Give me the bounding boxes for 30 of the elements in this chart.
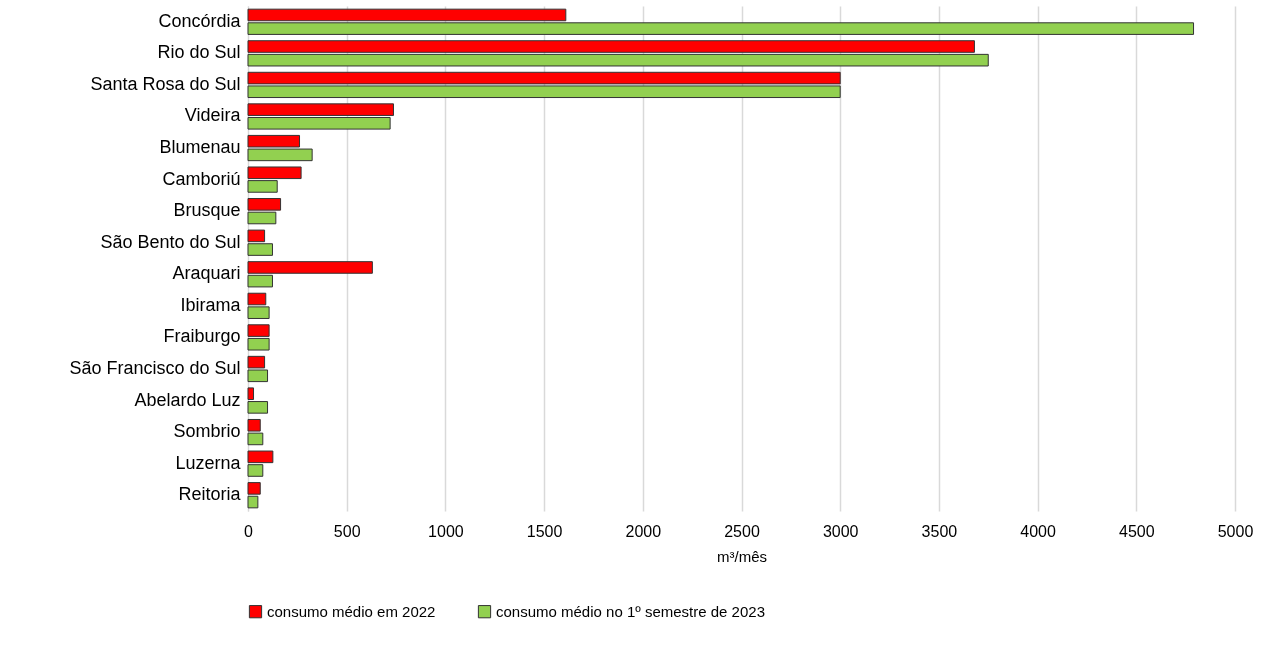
y-tick-label: São Francisco do Sul: [69, 357, 241, 378]
legend-label: consumo médio no 1º semestre de 2023: [496, 602, 765, 620]
x-tick-label: 1000: [428, 522, 464, 540]
y-tick-label: Ibirama: [180, 294, 242, 315]
x-axis-title: m³/mês: [717, 547, 767, 565]
x-tick-label: 5000: [1217, 522, 1254, 540]
legend-label: consumo médio em 2022: [267, 602, 436, 620]
y-tick-label: Videira: [184, 105, 242, 126]
y-tick-label: Luzerna: [175, 452, 242, 473]
x-tick-label: 4500: [1119, 522, 1155, 540]
y-tick-label: Concórdia: [158, 10, 242, 31]
x-tick-label: 2000: [625, 522, 662, 540]
x-tick-label: 0: [244, 522, 254, 540]
x-tick-label: 3000: [822, 522, 859, 540]
y-tick-label: Rio do Sul: [157, 42, 241, 63]
y-tick-label: Brusque: [173, 200, 241, 221]
y-tick-label: Santa Rosa do Sul: [90, 73, 241, 94]
y-tick-label: Abelardo Luz: [134, 389, 241, 410]
y-tick-label: Sombrio: [173, 421, 241, 442]
y-tick-label: Fraiburgo: [163, 326, 241, 347]
x-tick-label: 2500: [724, 522, 760, 540]
x-tick-label: 1500: [526, 522, 563, 540]
y-tick-label: Blumenau: [159, 137, 241, 158]
y-tick-label: Araquari: [172, 263, 241, 284]
y-tick-label: Reitoria: [178, 484, 242, 505]
x-tick-label: 4000: [1020, 522, 1056, 540]
y-tick-label: Camboriú: [162, 168, 241, 189]
y-tick-label: São Bento do Sul: [100, 231, 241, 252]
x-tick-label: 500: [333, 522, 361, 540]
x-tick-label: 3500: [921, 522, 958, 540]
